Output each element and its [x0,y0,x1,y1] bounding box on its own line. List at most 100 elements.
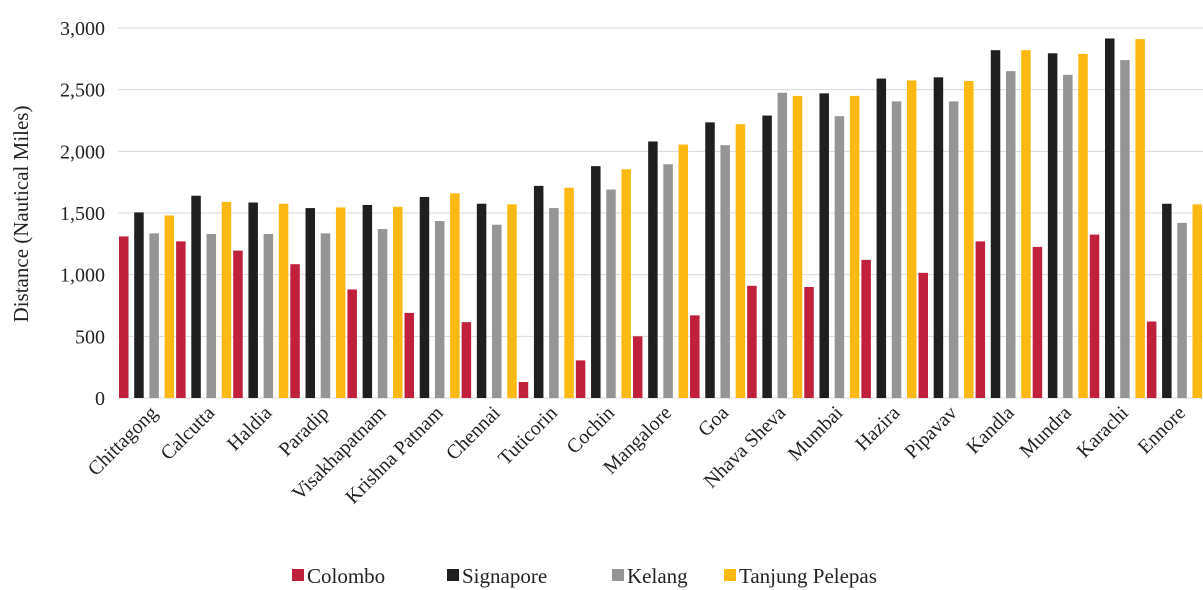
x-tick-label: Karachi [1073,402,1134,463]
bar-signapore [191,195,201,398]
bar-kelang [434,221,445,398]
bar-colombo [690,315,700,398]
bar-tanjung-pelepas [564,187,574,398]
bar-signapore [134,212,144,398]
bar-colombo [575,360,586,398]
bar-signapore [533,185,544,398]
y-tick-label: 2,500 [60,80,105,102]
bar-tanjung-pelepas [849,95,860,398]
bar-tanjung-pelepas [450,193,460,398]
legend-item: Tanjung Pelepas [724,564,877,588]
bar-kelang [320,233,331,398]
bar-signapore [1047,53,1058,399]
y-tick-label: 1,500 [60,203,105,225]
bar-signapore [933,77,944,398]
bar-tanjung-pelepas [335,207,346,398]
bar-kelang [606,189,616,398]
legend: Colombo Signapore Kelang Tanjung Pelepas [292,564,877,588]
x-tick-label: Hazira [851,402,904,455]
bar-kelang [1177,222,1187,398]
bar-kelang [149,233,159,398]
bar-kelang [263,233,274,398]
bar-colombo [290,264,300,398]
legend-label: Tanjung Pelepas [739,564,877,588]
bar-signapore [876,78,887,399]
bar-signapore [1104,38,1115,398]
bar-colombo [1146,321,1157,398]
bar-signapore [1162,203,1172,398]
bar-kelang [948,101,959,398]
bar-tanjung-pelepas [1192,204,1202,398]
bar-tanjung-pelepas [735,124,746,398]
bar-kelang [492,224,502,398]
x-tick-label: Cochin [563,402,619,458]
bar-colombo [861,259,871,398]
y-tick-label: 1,000 [60,265,105,287]
bar-signapore [990,50,1001,398]
bar-colombo [918,272,928,398]
bar-colombo [632,336,643,398]
bar-colombo [975,241,986,398]
bar-tanjung-pelepas [621,169,631,398]
bar-colombo [1089,234,1100,398]
y-tick-label: 3,000 [60,18,105,40]
bar-colombo [119,236,129,398]
bar-kelang [720,145,730,398]
legend-label: Kelang [627,564,688,588]
bar-colombo [176,241,186,398]
bar-tanjung-pelepas [1021,50,1031,398]
bar-tanjung-pelepas [906,80,917,399]
bars [119,38,1202,399]
x-tick-label: Haldia [223,402,276,455]
bar-signapore [819,93,829,398]
bar-signapore [591,166,601,398]
legend-swatch [724,569,736,581]
legend-swatch [612,569,624,581]
bar-kelang [891,101,902,398]
bar-kelang [1005,71,1016,399]
bar-colombo [804,287,814,398]
bar-kelang [549,208,559,398]
x-tick-label: Pipavav [900,402,961,463]
bar-kelang [377,229,388,398]
x-tick-label: Calcutta [157,402,220,465]
legend-label: Colombo [307,564,385,588]
x-tick-label: Mumbai [784,402,848,466]
y-tick-label: 500 [75,326,105,348]
bar-signapore [648,141,658,398]
bar-signapore [762,115,772,399]
bar-signapore [476,203,487,398]
x-tick-label: Kandla [962,402,1018,458]
bar-signapore [305,208,316,398]
bar-kelang [1120,60,1130,399]
bar-signapore [248,202,258,398]
bar-colombo [233,250,243,398]
bar-tanjung-pelepas [164,215,175,398]
bar-tanjung-pelepas [964,81,974,399]
legend-item: Colombo [292,564,385,588]
bar-kelang [777,92,788,398]
x-tick-label: Tuticorin [494,402,562,470]
x-tick-label: Mundra [1015,402,1075,462]
x-tick-label: Krishna Patnam [341,402,448,509]
bar-colombo [1032,246,1043,398]
bar-kelang [663,164,673,398]
bar-colombo [404,312,415,398]
bar-tanjung-pelepas [792,95,803,398]
y-axis-title: Distance (Nautical Miles) [9,106,33,323]
bar-tanjung-pelepas [278,203,289,398]
y-tick-label: 0 [95,388,105,410]
x-tick-label: Ennore [1134,402,1190,458]
legend-swatch [292,569,304,581]
bar-signapore [419,196,430,398]
bar-kelang [206,233,217,398]
bar-kelang [1063,74,1073,398]
bar-signapore [362,204,373,398]
y-axis-ticks: 0 500 1,000 1,500 2,000 2,500 3,000 [60,18,105,410]
bar-signapore [705,122,715,398]
bar-tanjung-pelepas [393,206,403,398]
bar-tanjung-pelepas [507,204,517,398]
y-tick-label: 2,000 [60,141,105,163]
